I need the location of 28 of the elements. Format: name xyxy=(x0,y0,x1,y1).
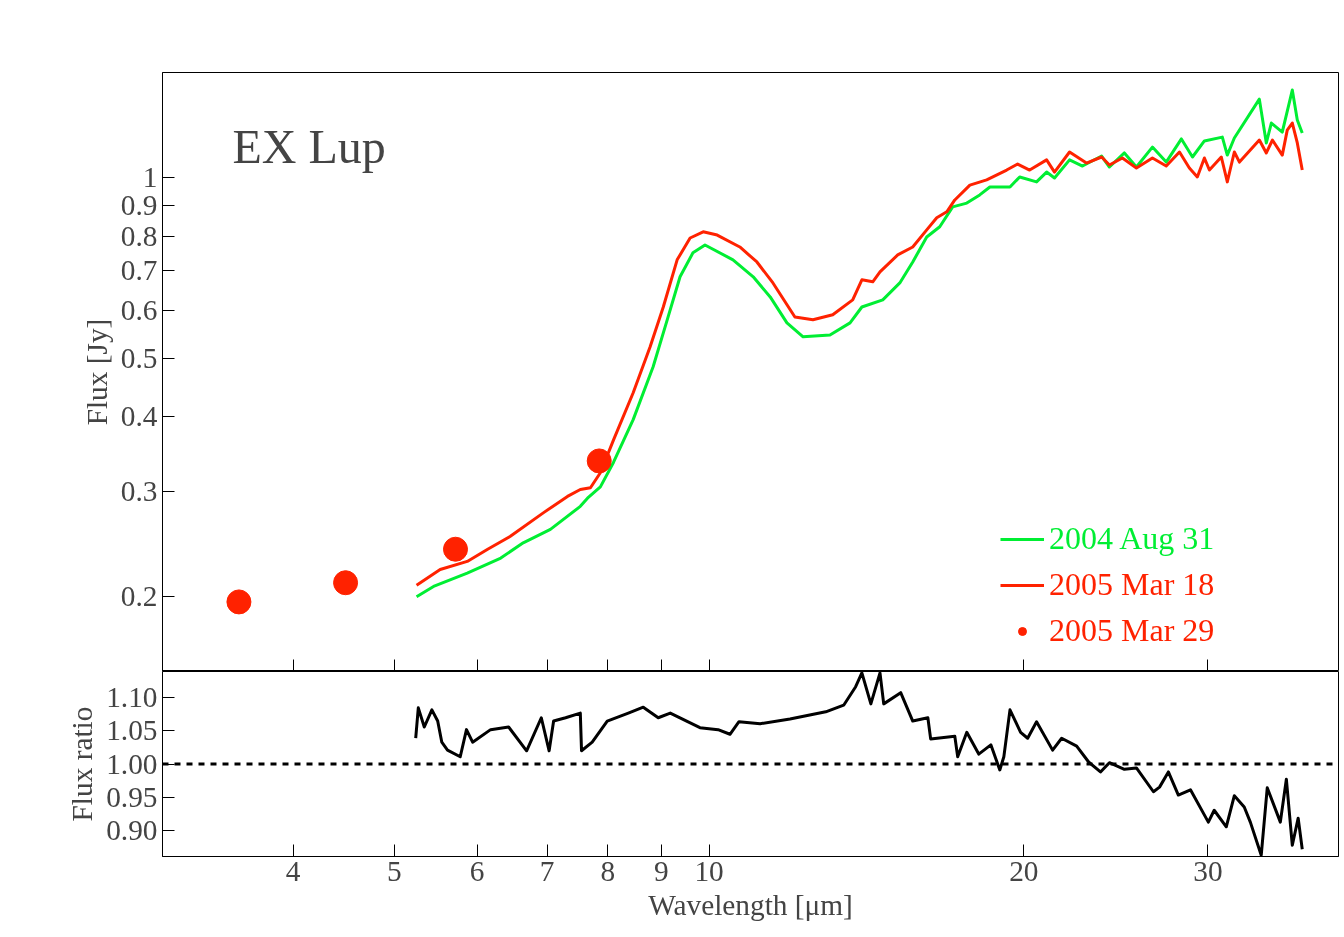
x-tick-label: 10 xyxy=(694,854,724,887)
y-tick-label: 0.95 xyxy=(106,780,158,813)
y-tick-label: 1.05 xyxy=(106,714,158,747)
y-tick-label: 0.5 xyxy=(120,341,158,374)
x-tick-label: 6 xyxy=(469,854,485,887)
legend-label: 2005 Mar 18 xyxy=(1049,566,1215,603)
x-tick-label: 20 xyxy=(1009,854,1039,887)
x-tick-label: 4 xyxy=(285,854,301,887)
y-tick-label: 1.00 xyxy=(106,747,158,780)
y-tick-label: 0.6 xyxy=(120,294,158,327)
x-tick-label: 7 xyxy=(539,854,555,887)
legend-label: 2004 Aug 31 xyxy=(1049,520,1215,557)
legend-label: 2005 Mar 29 xyxy=(1049,612,1215,649)
y-axis-title: Flux [Jy] xyxy=(80,318,113,426)
x-tick-label: 8 xyxy=(600,854,616,887)
y-tick-label: 0.2 xyxy=(120,580,158,613)
y-tick-label: 1.10 xyxy=(106,681,158,714)
y-tick-label: 0.7 xyxy=(120,254,158,287)
y-tick-label: 0.8 xyxy=(120,219,158,252)
y-tick-label: 0.90 xyxy=(106,813,158,846)
x-axis-title: Wavelength [μm] xyxy=(648,888,853,921)
text: EX Lup xyxy=(232,119,386,173)
y-tick-label: 0.3 xyxy=(120,474,158,507)
x-tick-label: 9 xyxy=(653,854,669,887)
x-tick-label: 5 xyxy=(387,854,402,887)
y-tick-label: 0.4 xyxy=(120,399,158,432)
y-axis-title: Flux ratio xyxy=(66,706,99,822)
x-tick-label: 30 xyxy=(1193,854,1223,887)
